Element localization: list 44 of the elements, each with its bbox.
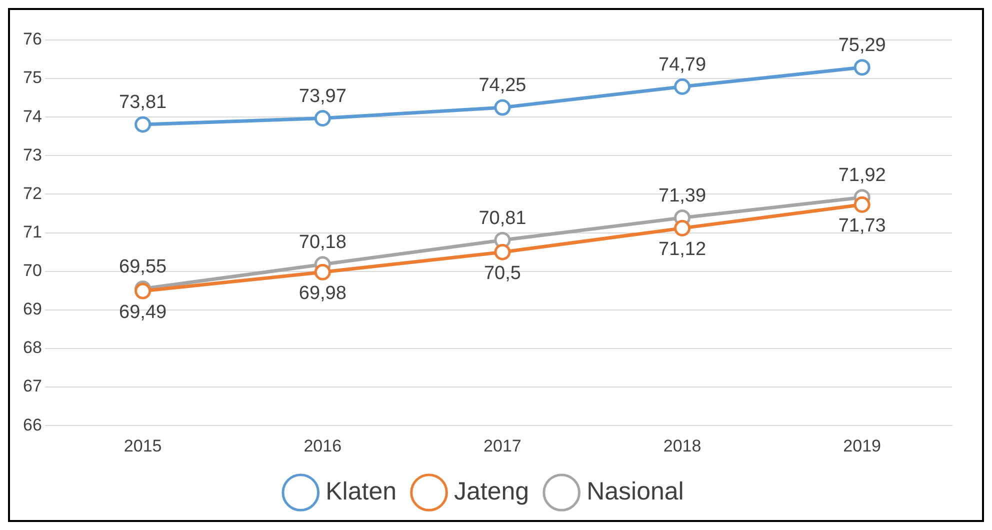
data-label: 71,73 xyxy=(838,215,886,236)
legend-label: Jateng xyxy=(454,477,530,506)
point xyxy=(134,116,152,133)
point xyxy=(854,59,870,76)
y-tick-label: 75 xyxy=(22,68,42,88)
y-tick-label: 70 xyxy=(22,261,42,280)
y-tick-label: 72 xyxy=(22,184,42,203)
data-label: 74,25 xyxy=(478,75,526,96)
point xyxy=(134,282,152,300)
data-label: 69,49 xyxy=(119,302,167,323)
data-label: 75,29 xyxy=(838,35,886,56)
legend-label: Nasional xyxy=(586,477,684,506)
y-tick-label: 74 xyxy=(22,106,42,126)
data-label: 71,92 xyxy=(838,165,886,186)
x-tick-label: 2018 xyxy=(663,436,702,456)
y-tick-label: 68 xyxy=(22,338,42,358)
data-label: 69,98 xyxy=(298,282,346,304)
x-tick-label: 2016 xyxy=(304,436,342,456)
data-label: 69,55 xyxy=(119,256,167,278)
point xyxy=(854,196,870,213)
point xyxy=(314,110,331,127)
data-label: 73,97 xyxy=(298,86,346,108)
data-label: 71,12 xyxy=(658,238,706,260)
data-label: 70,18 xyxy=(298,232,346,254)
point xyxy=(494,99,511,116)
data-label: 74,79 xyxy=(658,54,706,76)
x-tick-label: 2017 xyxy=(484,436,522,456)
point xyxy=(674,220,691,236)
data-label: 70,81 xyxy=(478,208,526,229)
x-tick-label: 2019 xyxy=(843,436,882,456)
data-label: 73,81 xyxy=(119,92,167,114)
point xyxy=(494,244,511,260)
y-tick-label: 67 xyxy=(22,376,42,396)
y-tick-label: 73 xyxy=(22,145,42,164)
y-tick-label: 76 xyxy=(22,30,42,49)
point xyxy=(674,78,691,95)
data-label: 71,39 xyxy=(658,185,706,206)
data-label: 70,5 xyxy=(484,262,521,284)
legend-label: Klaten xyxy=(326,477,397,506)
y-tick-label: 69 xyxy=(22,300,42,319)
y-tick-label: 71 xyxy=(22,222,42,242)
point xyxy=(314,264,331,280)
x-tick-label: 2015 xyxy=(124,436,162,456)
y-tick-label: 66 xyxy=(22,415,42,434)
